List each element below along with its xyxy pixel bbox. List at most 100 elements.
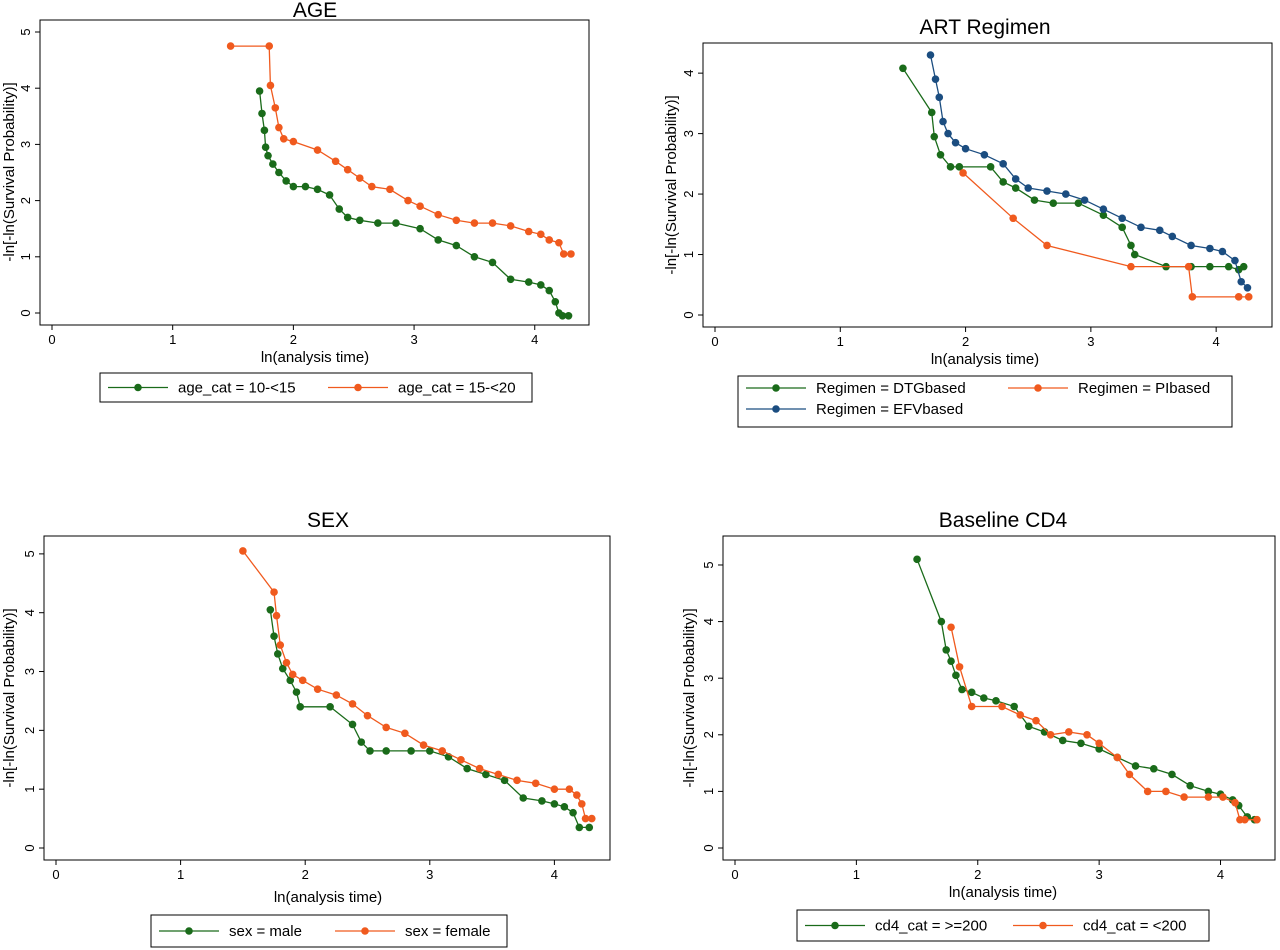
data-point <box>536 281 545 289</box>
data-point <box>1231 256 1239 265</box>
data-point <box>1049 199 1058 207</box>
x-tick-label: 3 <box>410 332 417 347</box>
data-point <box>355 216 364 225</box>
data-point <box>239 547 247 555</box>
data-point <box>581 814 590 823</box>
data-point <box>289 137 298 146</box>
y-tick-label: 1 <box>22 786 37 793</box>
data-point <box>1032 716 1040 725</box>
data-point <box>545 286 554 295</box>
data-point <box>1024 722 1033 731</box>
data-point <box>1231 798 1239 807</box>
x-tick-label: 1 <box>853 867 860 882</box>
data-point <box>457 755 465 764</box>
data-point <box>1062 190 1070 198</box>
data-point <box>1016 711 1025 719</box>
data-point <box>1168 770 1176 779</box>
data-point <box>936 150 945 159</box>
data-point <box>946 163 955 171</box>
data-point <box>942 646 950 654</box>
chart-panel-4: Baseline CD4 -ln[-ln(Survival Probability… <box>681 509 1276 942</box>
x-tick-label: 0 <box>52 867 59 882</box>
y-tick-label: 2 <box>22 727 37 734</box>
x-tick-label: 2 <box>302 867 309 882</box>
data-point <box>392 219 400 227</box>
data-point <box>313 685 322 693</box>
data-point <box>296 703 305 711</box>
data-point <box>269 160 277 168</box>
data-point <box>374 219 382 227</box>
data-point <box>348 720 357 729</box>
data-point <box>959 169 967 177</box>
data-point <box>1240 815 1249 824</box>
data-point <box>1187 241 1195 250</box>
data-point <box>567 250 575 258</box>
y-tick-label: 2 <box>681 190 696 197</box>
data-point <box>1083 730 1091 739</box>
data-point <box>575 823 584 832</box>
data-point <box>278 664 287 673</box>
data-point <box>1186 781 1194 790</box>
x-tick-label: 1 <box>177 867 184 882</box>
data-point <box>999 178 1007 186</box>
data-point <box>1118 223 1126 232</box>
y-tick-label: 1 <box>18 253 33 260</box>
data-point <box>952 671 960 680</box>
series-line-1 <box>916 559 1255 821</box>
plot-frame <box>39 19 590 326</box>
x-axis-label: ln(analysis time) <box>274 889 382 906</box>
data-point <box>470 252 479 261</box>
data-point <box>1043 241 1051 250</box>
data-point <box>958 685 966 694</box>
data-point <box>404 196 412 205</box>
data-point <box>1011 175 1020 183</box>
data-point <box>1244 293 1253 301</box>
data-point <box>1224 262 1233 271</box>
data-point <box>1204 787 1213 796</box>
data-point <box>967 702 976 711</box>
data-point <box>1095 739 1103 748</box>
y-tick-label: 3 <box>681 130 696 137</box>
data-point <box>1010 702 1018 711</box>
y-tick-label: 4 <box>681 70 696 77</box>
y-tick-label: 5 <box>22 550 37 557</box>
data-point <box>531 779 540 788</box>
legend-label: cd4_cat = >=200 <box>875 918 987 935</box>
chart-panel-1: AGE -ln[-ln(Survival Probability)] ln(anal… <box>1 0 590 403</box>
data-point <box>1118 214 1126 223</box>
data-point <box>488 258 497 267</box>
data-point <box>275 123 283 132</box>
data-point <box>255 87 264 95</box>
y-tick-label: 1 <box>701 788 716 795</box>
plot-frame <box>722 535 1276 861</box>
y-tick-label: 0 <box>701 844 716 851</box>
data-point <box>1113 753 1122 762</box>
data-point <box>288 670 297 679</box>
data-point <box>992 697 1000 705</box>
data-point <box>1206 262 1214 271</box>
data-point <box>944 129 952 138</box>
data-point <box>927 108 936 117</box>
data-point <box>1155 226 1164 235</box>
y-tick-label: 0 <box>18 309 33 316</box>
data-point <box>961 144 970 153</box>
y-tick-label: 4 <box>18 85 33 92</box>
data-point <box>416 202 424 211</box>
data-point <box>1131 762 1140 770</box>
data-point <box>260 126 269 135</box>
data-point <box>565 785 574 793</box>
x-tick-label: 3 <box>426 867 433 882</box>
data-point <box>513 776 521 785</box>
x-tick-label: 3 <box>1087 334 1094 349</box>
data-point <box>1127 241 1135 250</box>
data-point <box>1253 815 1261 824</box>
y-tick-label: 3 <box>18 141 33 148</box>
data-point <box>276 641 285 649</box>
x-tick-label: 4 <box>1213 334 1220 349</box>
series-line-2 <box>242 550 592 820</box>
data-point <box>980 150 989 159</box>
series-line-2 <box>929 54 1248 289</box>
x-tick-label: 1 <box>169 332 176 347</box>
data-point <box>416 224 424 233</box>
legend-swatch-marker <box>1039 921 1047 930</box>
